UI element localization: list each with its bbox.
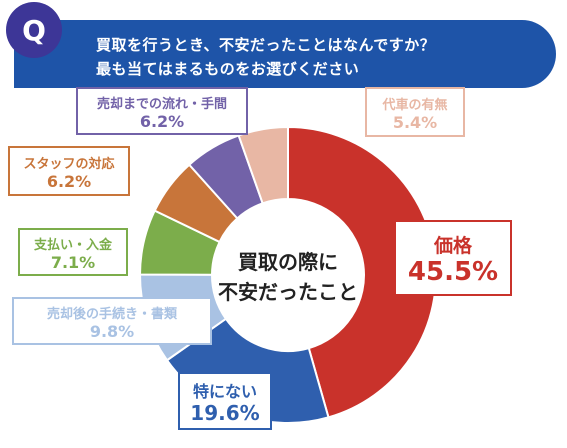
slice-value-5: 6.2% — [139, 112, 185, 131]
slice-value-3: 7.1% — [50, 253, 96, 272]
label-box-3: 支払い・入金 7.1% — [18, 228, 128, 276]
label-box-6: 代車の有無 5.4% — [365, 87, 465, 137]
question-text-line1: 買取を行うとき、不安だったことはなんですか？ — [96, 36, 436, 54]
label-box-0: 価格 45.5% — [394, 220, 512, 296]
slice-value-6: 5.4% — [392, 113, 438, 132]
slice-label-2: 売却後の手続き・書類 — [46, 307, 177, 322]
slice-label-5: 売却までの流れ・手間 — [96, 97, 227, 112]
label-box-5: 売却までの流れ・手間 6.2% — [76, 87, 248, 135]
label-box-1: 特にない 19.6% — [178, 372, 272, 430]
center-label-line-1: 不安だったこと — [218, 280, 358, 304]
slice-label-1: 特にない — [192, 382, 257, 401]
question-banner — [14, 20, 556, 88]
label-box-2: 売却後の手続き・書類 9.8% — [12, 297, 212, 345]
slice-0 — [287, 125, 438, 419]
slice-label-0: 価格 — [433, 235, 472, 257]
slice-value-0: 45.5% — [407, 257, 499, 287]
slice-6 — [237, 125, 289, 205]
slice-value-1: 19.6% — [190, 401, 260, 425]
slice-label-6: 代車の有無 — [382, 98, 448, 113]
question-text-line2: 最も当てはまるものをお選びください — [96, 60, 360, 78]
question-badge: Q — [6, 2, 62, 58]
slice-label-3: 支払い・入金 — [33, 238, 112, 253]
slice-value-4: 6.2% — [46, 172, 92, 191]
label-box-4: スタッフの対応 6.2% — [8, 146, 130, 196]
slice-label-4: スタッフの対応 — [23, 157, 115, 172]
slice-value-2: 9.8% — [89, 322, 135, 341]
center-label-line-0: 買取の際に — [238, 250, 338, 274]
